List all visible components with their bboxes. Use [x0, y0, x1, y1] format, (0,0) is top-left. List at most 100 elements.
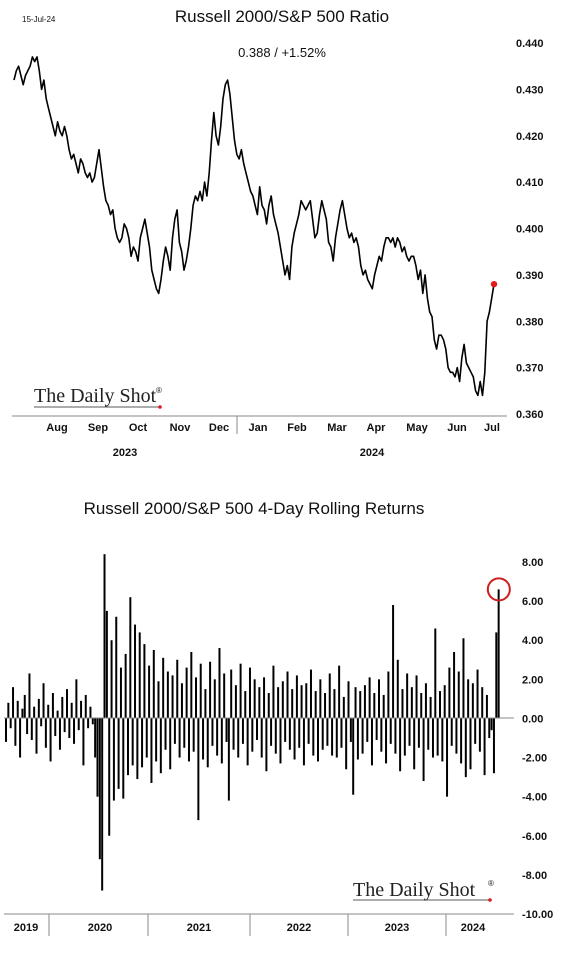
- logo-text: The Daily Shot: [353, 879, 476, 901]
- returns-bar: [54, 718, 57, 737]
- returns-y-tick-label: -8.00: [522, 870, 547, 882]
- returns-bar: [260, 718, 263, 758]
- returns-bar: [115, 616, 118, 719]
- returns-bar: [73, 718, 76, 744]
- returns-bar: [176, 659, 179, 719]
- returns-bar: [40, 718, 43, 727]
- returns-bar: [80, 700, 83, 719]
- returns-bar: [9, 718, 12, 729]
- returns-bar: [396, 659, 399, 719]
- returns-bar: [110, 640, 113, 719]
- ratio-chart-title: Russell 2000/S&P 500 Ratio: [175, 7, 389, 26]
- returns-bar: [347, 681, 350, 719]
- returns-bar: [464, 718, 467, 778]
- ratio-x-tick-label: Oct: [129, 422, 148, 434]
- returns-bar: [291, 689, 294, 719]
- ratio-y-tick-label: 0.410: [516, 177, 544, 189]
- returns-y-tick-label: -2.00: [522, 753, 547, 765]
- returns-bar: [28, 673, 31, 719]
- returns-bar: [366, 718, 369, 742]
- returns-bar: [216, 718, 219, 756]
- returns-bar: [300, 685, 303, 719]
- returns-bar: [126, 718, 129, 776]
- returns-bar: [197, 718, 200, 821]
- returns-bar: [218, 648, 221, 719]
- returns-bar: [91, 718, 94, 725]
- returns-bar: [450, 718, 453, 746]
- returns-bar: [424, 683, 427, 719]
- returns-chart-title: Russell 2000/S&P 500 4-Day Rolling Retur…: [84, 499, 425, 518]
- ratio-x-tick-label: Nov: [170, 422, 192, 434]
- returns-bar: [185, 667, 188, 719]
- returns-bar: [354, 687, 357, 719]
- returns-bar: [324, 693, 327, 719]
- returns-bar: [12, 687, 15, 719]
- ratio-x-tick-label: Feb: [287, 422, 307, 434]
- returns-bar: [150, 718, 153, 783]
- returns-bar: [309, 669, 312, 719]
- returns-bar: [305, 683, 308, 719]
- returns-bar: [47, 704, 50, 719]
- returns-bar: [42, 683, 45, 719]
- returns-bar: [406, 673, 409, 719]
- returns-bar: [368, 677, 371, 719]
- ratio-year-label: 2024: [360, 447, 385, 459]
- ratio-chart: Russell 2000/S&P 500 Ratio 0.388 / +1.52…: [12, 7, 544, 459]
- returns-bar: [469, 718, 472, 770]
- returns-bar: [26, 718, 29, 735]
- ratio-x-tick-label: Dec: [209, 422, 229, 434]
- returns-bar: [211, 718, 214, 746]
- logo-mark: ®: [488, 879, 494, 888]
- returns-x-tick-label: 2021: [187, 922, 211, 934]
- ratio-y-tick-label: 0.430: [516, 84, 544, 96]
- returns-bar: [77, 718, 80, 731]
- returns-x-axis: 2019 2020 2021 2022 2023 2024: [14, 914, 486, 936]
- logo-mark: ®: [156, 386, 162, 395]
- returns-bar: [356, 718, 359, 760]
- returns-bar: [497, 589, 500, 719]
- returns-bar: [30, 718, 33, 740]
- returns-bar: [141, 718, 144, 768]
- returns-bar: [307, 718, 310, 744]
- returns-bar: [319, 679, 322, 719]
- returns-bar: [241, 718, 244, 744]
- returns-bar: [410, 687, 413, 719]
- returns-bar: [51, 693, 54, 719]
- returns-bar: [94, 718, 97, 758]
- returns-bar: [136, 718, 139, 780]
- returns-chart: Russell 2000/S&P 500 4-Day Rolling Retur…: [4, 499, 553, 936]
- returns-bar: [380, 718, 383, 752]
- returns-bar: [373, 693, 376, 719]
- returns-bar: [98, 718, 101, 860]
- returns-bar: [415, 675, 418, 719]
- returns-bar: [89, 706, 92, 719]
- ratio-y-tick-label: 0.370: [516, 363, 544, 375]
- returns-x-tick-label: 2023: [385, 922, 409, 934]
- returns-bar: [298, 718, 301, 748]
- returns-bar: [342, 696, 345, 719]
- returns-bar: [117, 718, 120, 789]
- returns-bar: [58, 718, 61, 750]
- returns-bar: [483, 718, 486, 776]
- returns-bar: [413, 718, 416, 770]
- returns-bar: [293, 718, 296, 760]
- returns-bar: [61, 696, 64, 719]
- returns-bar: [284, 718, 287, 742]
- returns-bar: [295, 675, 298, 719]
- returns-bar: [84, 694, 87, 719]
- returns-bar: [180, 683, 183, 719]
- returns-bar: [244, 691, 247, 719]
- returns-bar: [237, 718, 240, 758]
- ratio-year-label: 2023: [113, 447, 137, 459]
- returns-bar: [495, 632, 498, 719]
- returns-bar: [441, 718, 444, 762]
- returns-bar: [420, 693, 423, 719]
- returns-bar: [33, 706, 36, 719]
- returns-bar: [16, 700, 19, 719]
- returns-bar: [439, 691, 441, 719]
- returns-bar: [352, 718, 355, 795]
- returns-bar: [427, 718, 430, 750]
- returns-bar: [49, 718, 52, 762]
- returns-bar: [23, 694, 26, 719]
